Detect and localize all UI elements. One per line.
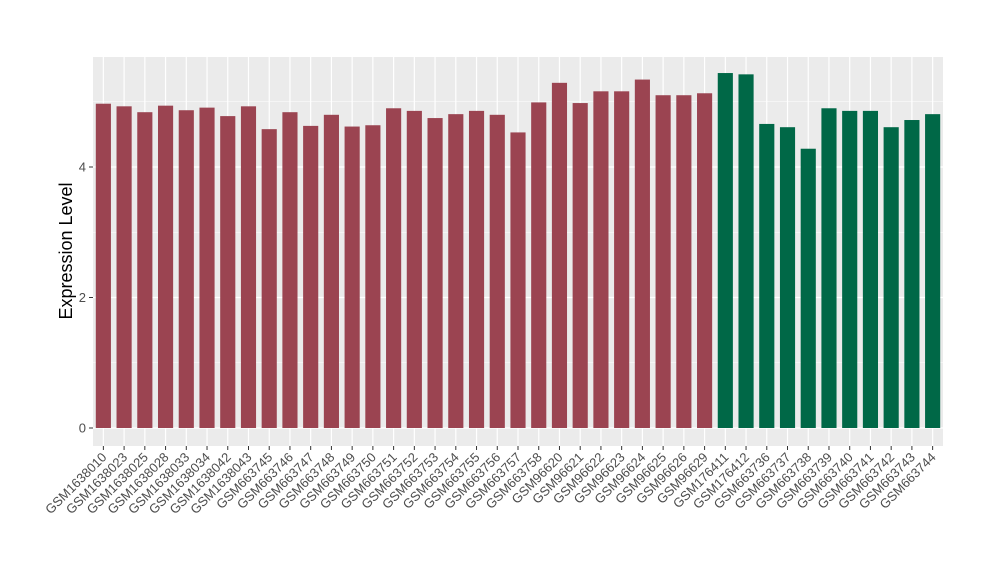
- bar: [821, 108, 837, 429]
- bar: [365, 125, 381, 429]
- x-axis: GSM1638010GSM1638023GSM1638025GSM1638028…: [42, 446, 939, 517]
- bar: [842, 110, 858, 428]
- y-axis: 0 2 4: [79, 160, 93, 436]
- bar: [634, 79, 650, 428]
- bar: [614, 91, 630, 428]
- bar: [489, 114, 505, 429]
- bar: [157, 105, 174, 428]
- bar: [676, 95, 692, 428]
- bar: [261, 129, 277, 428]
- bar: [323, 114, 339, 429]
- bar: [551, 82, 568, 428]
- bar: [738, 74, 754, 428]
- bar: [925, 114, 941, 429]
- bar: [427, 118, 443, 428]
- bars: [95, 73, 941, 429]
- bar: [240, 106, 257, 428]
- bar: [406, 110, 422, 428]
- bar: [282, 112, 298, 428]
- bar: [303, 125, 319, 428]
- y-tick-label: 2: [79, 290, 86, 305]
- bar: [800, 148, 816, 429]
- y-tick-label: 0: [79, 421, 86, 436]
- bar: [137, 112, 153, 428]
- y-tick-label: 4: [79, 160, 86, 175]
- bar: [883, 127, 899, 428]
- bar: [759, 123, 775, 428]
- bar: [116, 106, 132, 428]
- bar: [717, 73, 733, 428]
- bar: [697, 93, 713, 428]
- bar: [593, 91, 609, 428]
- bar: [448, 114, 464, 429]
- bar: [95, 103, 111, 429]
- bar: [510, 132, 526, 429]
- y-axis-title: Expression Level: [56, 182, 76, 319]
- bar: [655, 95, 671, 428]
- bar: [199, 107, 215, 428]
- bar: [344, 126, 360, 429]
- bar: [220, 116, 236, 428]
- bar: [468, 110, 485, 428]
- bar: [572, 103, 588, 429]
- bar: [531, 102, 547, 428]
- bar: [779, 127, 796, 428]
- bar: [904, 120, 920, 429]
- bar: [178, 110, 194, 429]
- bar: [386, 108, 402, 429]
- bar: [862, 110, 879, 428]
